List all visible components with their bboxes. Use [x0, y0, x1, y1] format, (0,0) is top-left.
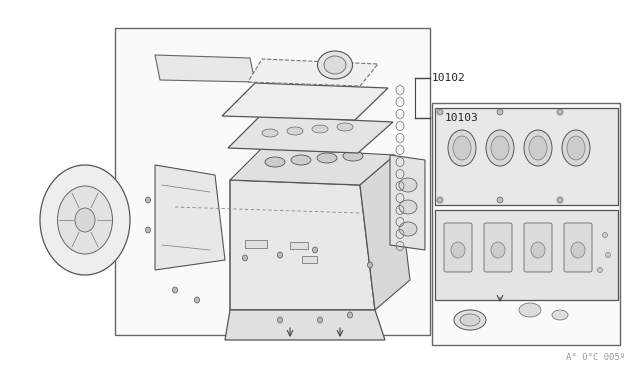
Ellipse shape	[437, 109, 443, 115]
Bar	[115, 28, 430, 335]
Ellipse shape	[324, 56, 346, 74]
FancyBboxPatch shape	[524, 223, 552, 272]
Bar	[302, 256, 317, 263]
Ellipse shape	[524, 130, 552, 166]
Polygon shape	[222, 83, 388, 120]
Ellipse shape	[399, 222, 417, 236]
FancyBboxPatch shape	[484, 223, 512, 272]
Ellipse shape	[486, 130, 514, 166]
Ellipse shape	[40, 165, 130, 275]
Ellipse shape	[348, 312, 353, 318]
Ellipse shape	[58, 186, 113, 254]
Polygon shape	[225, 310, 385, 340]
Ellipse shape	[491, 136, 509, 160]
Ellipse shape	[145, 227, 150, 233]
Text: 10103: 10103	[445, 113, 479, 123]
Polygon shape	[248, 59, 378, 86]
Polygon shape	[155, 165, 225, 270]
Ellipse shape	[571, 242, 585, 258]
Ellipse shape	[529, 136, 547, 160]
Polygon shape	[360, 155, 410, 310]
Ellipse shape	[317, 317, 323, 323]
Ellipse shape	[497, 109, 503, 115]
Ellipse shape	[291, 155, 311, 165]
Ellipse shape	[552, 310, 568, 320]
Ellipse shape	[278, 317, 282, 323]
Text: 10102: 10102	[432, 73, 466, 83]
Polygon shape	[230, 180, 375, 310]
Ellipse shape	[448, 130, 476, 166]
Ellipse shape	[605, 253, 611, 257]
Ellipse shape	[312, 247, 317, 253]
Ellipse shape	[173, 287, 177, 293]
Ellipse shape	[454, 310, 486, 330]
Ellipse shape	[602, 232, 607, 237]
Ellipse shape	[491, 242, 505, 258]
Ellipse shape	[399, 178, 417, 192]
Ellipse shape	[367, 262, 372, 268]
Ellipse shape	[451, 242, 465, 258]
Ellipse shape	[531, 242, 545, 258]
Ellipse shape	[195, 297, 200, 303]
Bar	[432, 103, 620, 345]
Ellipse shape	[317, 153, 337, 163]
Ellipse shape	[519, 303, 541, 317]
Polygon shape	[435, 210, 618, 300]
Ellipse shape	[145, 197, 150, 203]
FancyBboxPatch shape	[444, 223, 472, 272]
Ellipse shape	[399, 200, 417, 214]
Polygon shape	[230, 148, 395, 185]
Ellipse shape	[337, 123, 353, 131]
Ellipse shape	[437, 197, 443, 203]
Ellipse shape	[312, 125, 328, 133]
Ellipse shape	[262, 129, 278, 137]
Polygon shape	[155, 55, 255, 82]
Text: A° 0°C 005º: A° 0°C 005º	[566, 353, 625, 362]
Ellipse shape	[243, 255, 248, 261]
Ellipse shape	[265, 157, 285, 167]
Ellipse shape	[287, 127, 303, 135]
Polygon shape	[435, 108, 618, 205]
Ellipse shape	[557, 109, 563, 115]
Ellipse shape	[567, 136, 585, 160]
Ellipse shape	[453, 136, 471, 160]
Bar	[290, 242, 308, 249]
Ellipse shape	[497, 197, 503, 203]
Bar	[245, 240, 267, 248]
Polygon shape	[228, 116, 393, 153]
Ellipse shape	[317, 51, 353, 79]
FancyBboxPatch shape	[564, 223, 592, 272]
Ellipse shape	[557, 197, 563, 203]
Ellipse shape	[343, 151, 363, 161]
Ellipse shape	[460, 314, 480, 326]
Ellipse shape	[75, 208, 95, 232]
Polygon shape	[390, 155, 425, 250]
Ellipse shape	[562, 130, 590, 166]
Ellipse shape	[278, 252, 282, 258]
Ellipse shape	[598, 267, 602, 273]
